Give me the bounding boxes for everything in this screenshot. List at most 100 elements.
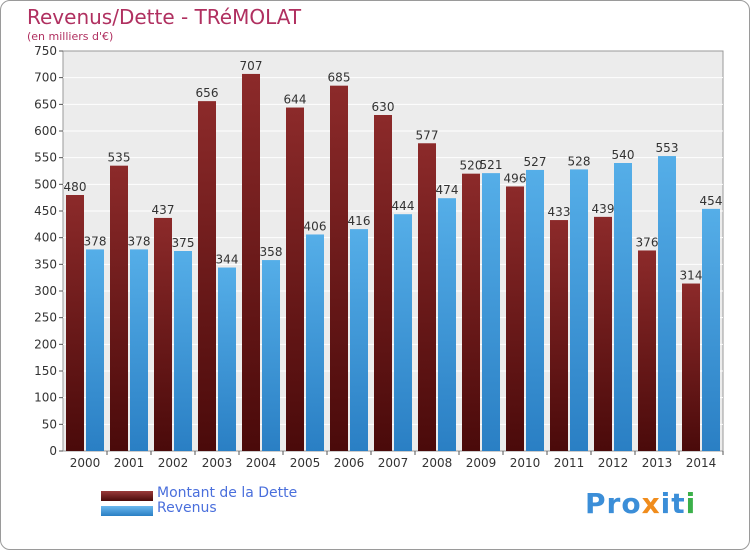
bar-debt [462,173,480,451]
x-tick-label: 2010 [510,456,541,470]
bar-revenue [262,260,280,451]
y-tick-label: 0 [49,444,57,458]
bar-revenue [86,249,104,451]
bar-debt [594,216,612,451]
bar-revenue [174,251,192,451]
data-label-revenue: 521 [480,158,503,172]
x-tick-label: 2007 [378,456,409,470]
data-label-revenue: 474 [436,183,459,197]
data-label-debt: 439 [592,202,615,216]
data-label-debt: 685 [328,71,351,85]
bar-debt [110,165,128,451]
bar-debt [550,220,568,451]
data-label-revenue: 358 [260,245,283,259]
bar-revenue [438,198,456,451]
y-tick-label: 450 [34,204,57,218]
y-tick-label: 500 [34,177,57,191]
x-tick-label: 2003 [202,456,233,470]
y-tick-label: 600 [34,124,57,138]
bar-debt [638,250,656,451]
proxiti-logo: Proxiti [585,487,697,520]
bar-revenue [526,169,544,451]
x-tick-label: 2014 [686,456,717,470]
data-label-debt: 535 [108,151,131,165]
x-tick-label: 2002 [158,456,189,470]
y-tick-label: 700 [34,71,57,85]
data-label-debt: 644 [284,93,307,107]
bar-debt [418,143,436,451]
bar-debt [374,115,392,451]
data-label-revenue: 378 [84,234,107,248]
bar-revenue [482,173,500,451]
y-tick-label: 650 [34,97,57,111]
data-label-revenue: 553 [656,141,679,155]
data-label-debt: 707 [240,59,263,73]
x-tick-label: 2006 [334,456,365,470]
chart-subtitle: (en milliers d'€) [27,30,114,43]
bar-debt [286,107,304,452]
data-label-revenue: 527 [524,155,547,169]
x-tick-label: 2001 [114,456,145,470]
bar-revenue [614,163,632,451]
bar-revenue [350,229,368,451]
data-label-debt: 480 [64,180,87,194]
bar-debt [198,101,216,451]
x-tick-label: 2004 [246,456,277,470]
bar-revenue [218,267,236,451]
y-tick-label: 50 [42,417,57,431]
legend-swatch-revenue [101,506,153,516]
data-label-debt: 433 [548,205,571,219]
legend-label-revenue: Revenus [157,500,217,516]
legend-label-debt: Montant de la Dette [157,485,298,501]
x-tick-label: 2011 [554,456,585,470]
bar-debt [242,73,260,451]
y-tick-label: 400 [34,231,57,245]
y-tick-label: 250 [34,311,57,325]
data-label-debt: 656 [196,86,219,100]
data-label-revenue: 540 [612,148,635,162]
x-tick-label: 2013 [642,456,673,470]
data-label-revenue: 416 [348,214,371,228]
data-label-revenue: 454 [700,194,723,208]
x-tick-label: 2012 [598,456,629,470]
y-tick-label: 550 [34,151,57,165]
x-tick-label: 2008 [422,456,453,470]
data-label-debt: 376 [636,235,659,249]
bar-revenue [306,234,324,451]
data-label-debt: 520 [460,159,483,173]
x-tick-label: 2009 [466,456,497,470]
bar-revenue [130,249,148,451]
plot-area [62,50,724,452]
data-label-revenue: 378 [128,234,151,248]
bar-revenue [658,156,676,452]
bar-debt [682,283,700,451]
bar-debt [154,217,172,451]
y-tick-label: 200 [34,337,57,351]
y-tick-label: 150 [34,364,57,378]
data-label-revenue: 375 [172,236,195,250]
legend-swatch-debt [101,491,153,501]
data-label-debt: 496 [504,171,527,185]
y-tick-label: 750 [34,44,57,58]
data-label-debt: 630 [372,100,395,114]
data-label-debt: 577 [416,128,439,142]
y-tick-label: 300 [34,284,57,298]
bar-debt [330,85,348,452]
data-label-revenue: 344 [216,253,239,267]
data-label-debt: 314 [680,269,703,283]
data-label-revenue: 406 [304,219,327,233]
data-label-revenue: 444 [392,199,415,213]
data-label-revenue: 528 [568,154,591,168]
data-label-debt: 437 [152,203,175,217]
x-tick-label: 2005 [290,456,321,470]
bar-revenue [570,169,588,451]
x-tick-label: 2000 [70,456,101,470]
y-tick-label: 350 [34,257,57,271]
bar-revenue [702,208,720,451]
bar-debt [66,195,84,451]
y-tick-label: 100 [34,391,57,405]
chart-title: Revenus/Dette - TRéMOLAT [27,5,302,29]
bar-debt [506,186,524,451]
